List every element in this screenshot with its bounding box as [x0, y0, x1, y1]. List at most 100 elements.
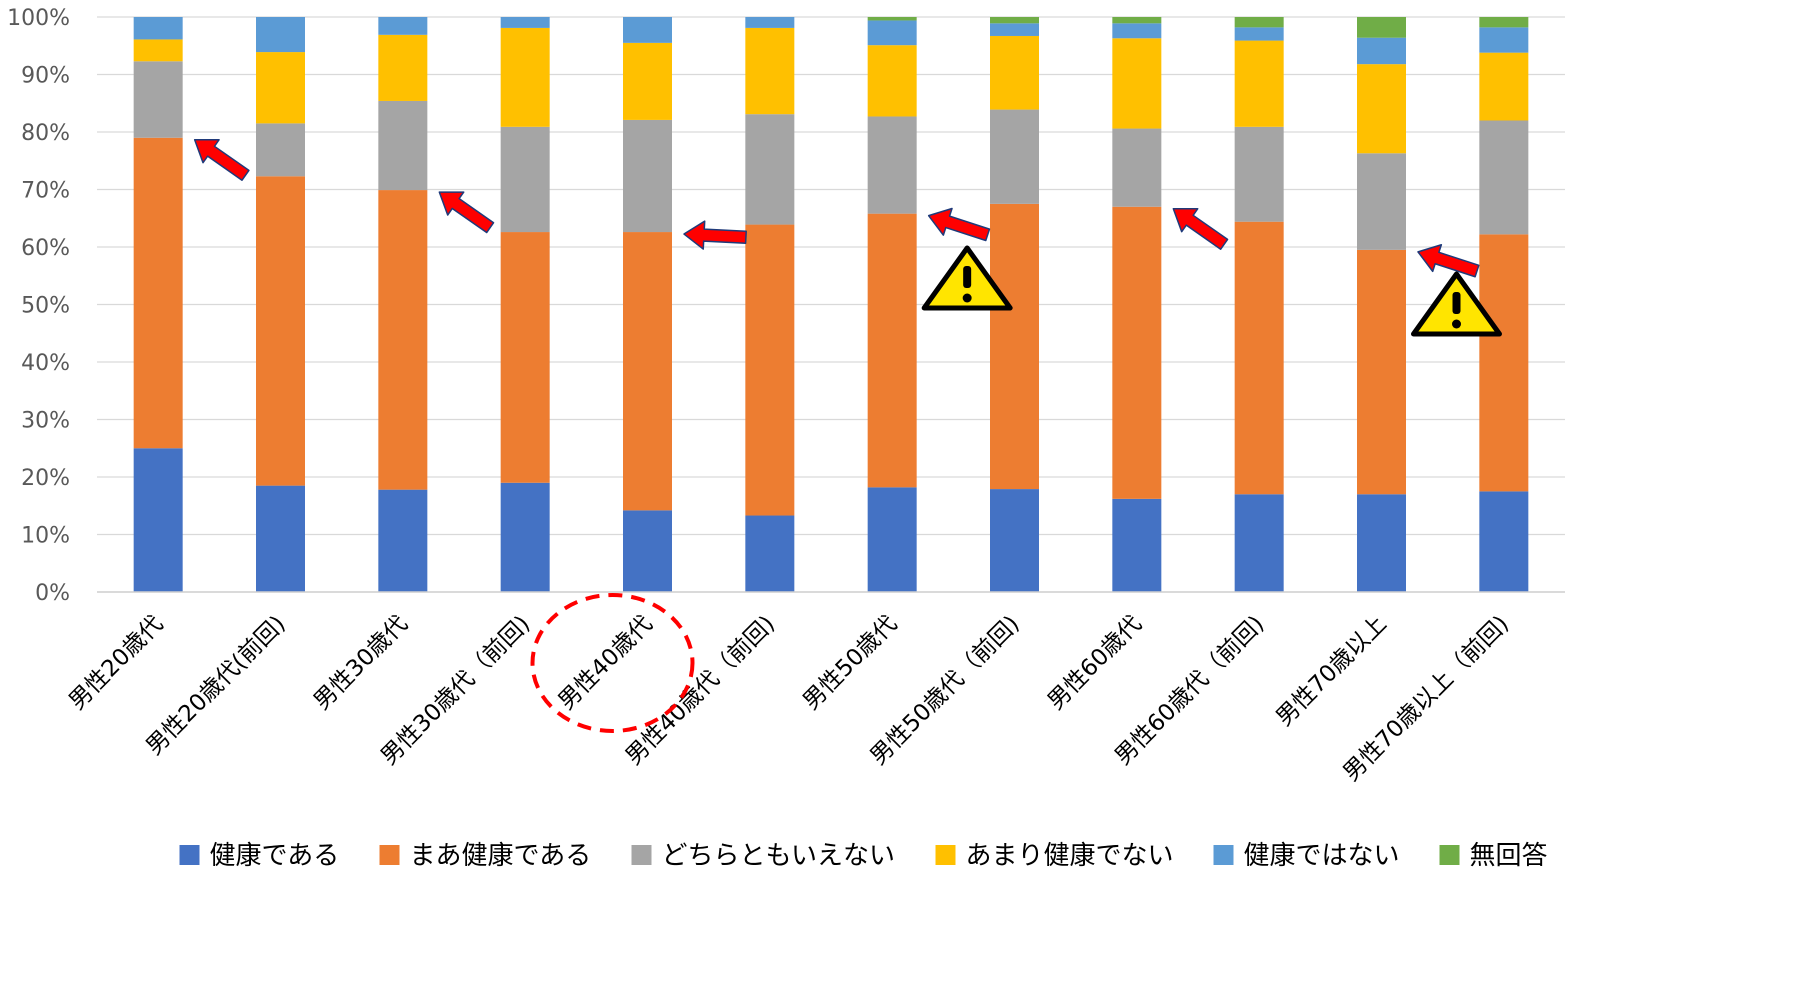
red-arrow-icon [927, 207, 991, 242]
bar-segment [500, 232, 550, 483]
arrow-shape [193, 139, 250, 181]
bar-segment [378, 17, 428, 35]
y-tick-label: 50% [21, 294, 70, 319]
bar-segment [1234, 27, 1284, 41]
y-axis-ticks: 0% 10% 20% 30% 40% 50% 60% 70% 80% 90% 100% [7, 6, 70, 606]
red-arrow-icon [683, 220, 747, 250]
warning-dot [1452, 319, 1461, 329]
bar-segment [133, 17, 183, 40]
bar-segment [1234, 17, 1284, 28]
bar-segment [1112, 498, 1162, 592]
bar-segment [745, 27, 795, 115]
y-tick-label: 20% [21, 466, 70, 491]
category-label: 男性30歳代 [309, 611, 413, 715]
category-label: 男性50歳代 [798, 611, 902, 715]
arrow-shape [438, 191, 495, 234]
red-arrow-icon [1172, 208, 1229, 250]
bar-segment [1479, 120, 1529, 235]
legend-swatch [631, 845, 652, 865]
bar-segment [500, 482, 550, 592]
legend-swatch [379, 845, 400, 865]
bar-segment [256, 17, 305, 53]
y-tick-label: 80% [21, 121, 70, 146]
bar-segment [990, 35, 1039, 110]
y-tick-label: 100% [7, 6, 70, 31]
red-arrow-icon [438, 191, 495, 234]
bar-segment [1357, 17, 1406, 38]
annotations [193, 139, 1502, 733]
warning-icon [921, 245, 1013, 311]
legend-label: 無回答 [1470, 841, 1548, 871]
bar-segment [745, 515, 795, 592]
bar-segment [623, 232, 672, 511]
bar-segment [256, 485, 305, 592]
y-tick-label: 0% [35, 581, 70, 606]
y-tick-label: 70% [21, 179, 70, 204]
bar-segment [500, 27, 550, 127]
bar-segment [867, 45, 917, 117]
bar-segment [378, 34, 428, 101]
bar-segment [867, 116, 917, 214]
bar-segment [1479, 17, 1529, 28]
arrow-shape [927, 207, 991, 242]
bar-segment [256, 176, 305, 486]
bar-segment [1112, 17, 1162, 24]
bar-segment [623, 119, 672, 233]
category-label: 男性20歳代 [64, 611, 168, 715]
bar-segment [1357, 249, 1406, 495]
bar-segment [990, 109, 1039, 204]
legend-label: まあ健康である [410, 841, 592, 871]
bar-segment [1357, 153, 1406, 250]
bar-segment [1234, 40, 1284, 127]
bar-segment [623, 17, 672, 43]
y-tick-label: 30% [21, 409, 70, 434]
warning-icon [1411, 271, 1502, 337]
legend-label: どちらともいえない [662, 841, 895, 871]
bar-segment [990, 489, 1039, 592]
red-arrow-icon [1417, 243, 1480, 278]
bar-segment [745, 114, 795, 225]
legend-label: 健康である [210, 841, 340, 871]
category-label: 男性40歳代 [554, 611, 658, 715]
bar-segment [133, 39, 183, 62]
bar-segment [500, 126, 550, 233]
bar-segment [1234, 494, 1284, 592]
legend-swatch [179, 845, 200, 865]
bar-segment [256, 123, 305, 177]
bar-segment [1234, 126, 1284, 222]
bar-segment [133, 61, 183, 138]
bar-segment [1479, 27, 1529, 53]
y-tick-label: 90% [21, 64, 70, 89]
bar-segment [1357, 37, 1406, 65]
bars [133, 17, 1529, 592]
warning-bang [963, 266, 972, 288]
arrow-shape [1417, 243, 1480, 278]
bar-segment [990, 203, 1039, 490]
bar-segment [1234, 221, 1284, 495]
bar-segment [745, 17, 795, 28]
bar-segment [133, 137, 183, 449]
y-tick-label: 40% [21, 351, 70, 376]
bar-segment [867, 487, 917, 592]
bar-segment [1479, 234, 1529, 492]
dashed-highlight-circle [530, 593, 695, 733]
red-arrow-icon [193, 139, 250, 181]
bar-segment [867, 17, 917, 21]
bar-segment [133, 448, 183, 592]
y-tick-label: 10% [21, 524, 70, 549]
bar-segment [867, 20, 917, 46]
warning-bang [1452, 292, 1461, 314]
category-label: 男性70歳以上 [1271, 611, 1391, 731]
bar-segment [378, 100, 428, 191]
bar-segment [867, 213, 917, 488]
bar-segment [1479, 491, 1529, 592]
gridlines [97, 16, 1565, 593]
bar-segment [990, 17, 1039, 24]
bar-segment [1357, 494, 1406, 592]
bar-segment [1357, 64, 1406, 154]
legend-swatch [1439, 845, 1460, 865]
legend-swatch [1213, 845, 1234, 865]
category-label: 男性60歳代 [1043, 611, 1147, 715]
bar-segment [1112, 128, 1162, 207]
